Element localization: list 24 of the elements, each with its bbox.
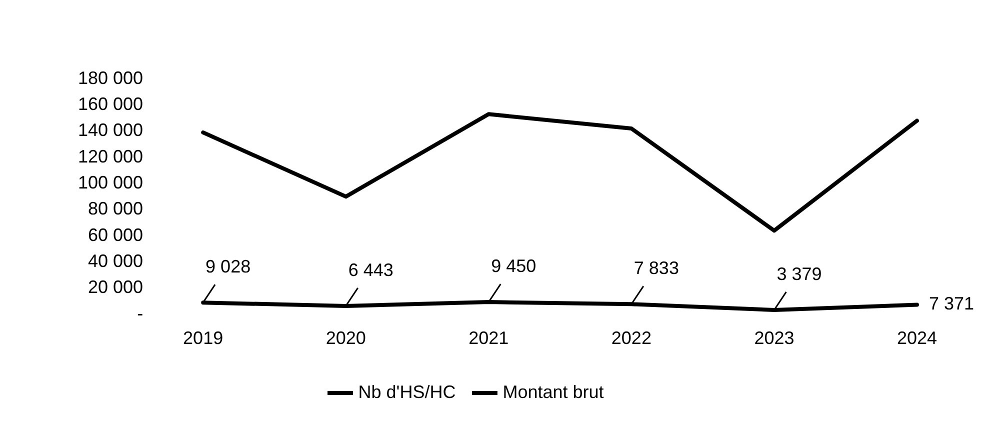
y-tick-label: 80 000 — [88, 198, 144, 219]
data-label: 9 028 — [206, 256, 251, 277]
data-label: 9 450 — [491, 256, 536, 276]
data-label: 7 833 — [634, 258, 679, 278]
x-tick-label: 2021 — [468, 328, 509, 348]
x-tick-label: 2022 — [611, 328, 652, 348]
data-label: 3 379 — [776, 264, 822, 284]
y-tick-label: 160 000 — [78, 94, 144, 114]
y-tick-label: 20 000 — [88, 277, 144, 298]
y-tick-label: 120 000 — [78, 146, 144, 166]
legend-label: Nb d'HS/HC — [358, 382, 456, 402]
y-tick-label: 40 000 — [88, 251, 144, 272]
x-tick-label: 2019 — [183, 328, 224, 348]
y-tick-label: 140 000 — [78, 120, 144, 140]
legend-label: Montant brut — [502, 382, 604, 402]
y-tick-label: 180 000 — [78, 68, 144, 88]
y-tick-label: 60 000 — [88, 224, 144, 245]
data-label: 6 443 — [348, 260, 394, 280]
data-label: 7 371 — [929, 294, 974, 314]
x-tick-label: 2020 — [326, 328, 366, 348]
y-tick-label: - — [137, 303, 144, 324]
x-tick-label: 2024 — [896, 328, 938, 348]
x-tick-label: 2023 — [754, 328, 794, 348]
y-tick-label: 100 000 — [78, 172, 144, 192]
